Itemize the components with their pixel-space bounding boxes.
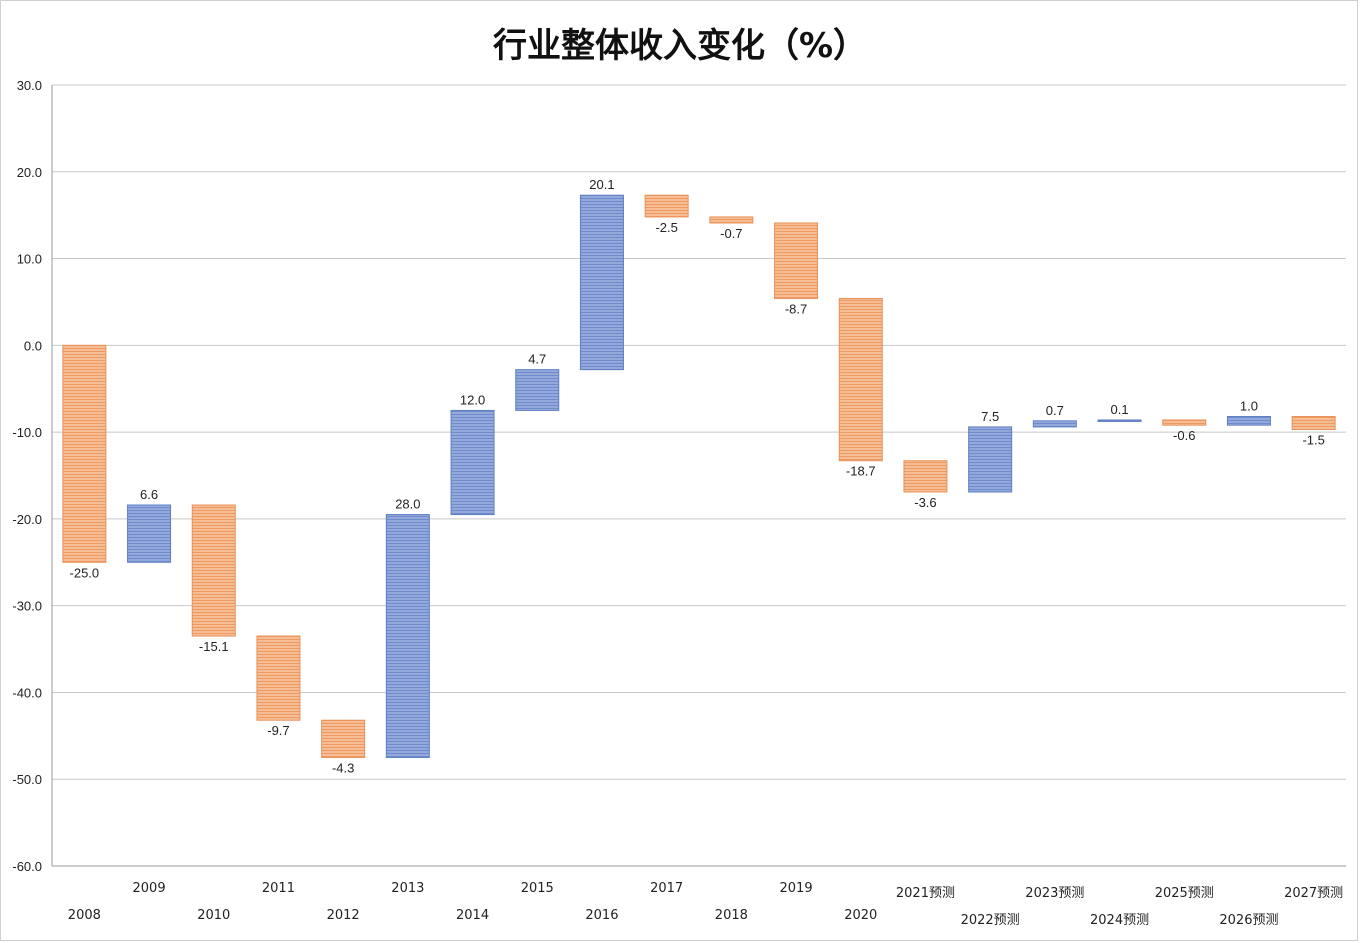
data-label: 4.7 (528, 352, 546, 367)
x-tick-label: 2023预测 (1025, 886, 1084, 901)
data-label: -25.0 (70, 565, 100, 580)
x-tick-label: 2012 (327, 908, 360, 923)
data-label: -15.1 (199, 639, 229, 654)
bar-2023预测 (1032, 420, 1077, 428)
y-tick-label: -30.0 (12, 599, 42, 614)
data-label: -3.6 (914, 495, 936, 510)
x-tick-label: 2010 (197, 908, 230, 923)
x-tick-label: 2019 (780, 881, 813, 896)
y-tick-labels: 30.0 20.0 10.0 0.0 -10.0 -20.0 -30.0 -40.0 -50.0… (12, 78, 42, 874)
bar-2026预测 (1226, 415, 1271, 426)
x-tick-label: 2013 (391, 881, 424, 896)
data-label: 28.0 (395, 497, 420, 512)
data-label: 12.0 (460, 392, 485, 407)
y-tick-label: 30.0 (17, 78, 42, 93)
data-label: -4.3 (332, 761, 354, 776)
grid-lines (52, 84, 1346, 867)
x-tick-label: 2027预测 (1284, 886, 1343, 901)
bar-2018 (709, 216, 754, 224)
y-tick-label: 10.0 (17, 252, 42, 267)
data-label: -0.6 (1173, 428, 1195, 443)
data-label: 6.6 (140, 487, 158, 502)
y-tick-label: -10.0 (12, 425, 42, 440)
data-label: -0.7 (720, 226, 742, 241)
chart-title: 行业整体收入变化（%） (492, 26, 868, 66)
data-label: 7.5 (981, 409, 999, 424)
x-tick-label: 2017 (650, 881, 683, 896)
bar-2024预测 (1097, 419, 1142, 422)
x-tick-label: 2020 (844, 908, 877, 923)
data-label: -2.5 (655, 220, 677, 235)
bar-2012 (321, 719, 366, 759)
bar-2021预测 (903, 460, 948, 493)
data-label: 1.0 (1240, 398, 1258, 413)
bars (62, 194, 1336, 759)
x-tick-label: 2009 (133, 881, 166, 896)
x-tick-label: 2026预测 (1219, 913, 1278, 928)
data-label: 0.1 (1111, 402, 1129, 417)
x-tick-labels: 2008 2009 2010 2011 2012 2013 2014 2015 2016 2017… (68, 881, 1343, 928)
y-tick-label: -40.0 (12, 685, 42, 700)
bar-2009 (127, 504, 172, 563)
bar-2011 (256, 635, 301, 721)
y-tick-label: -20.0 (12, 512, 42, 527)
data-label: -18.7 (846, 464, 876, 479)
y-tick-label: -50.0 (12, 772, 42, 787)
bar-2008 (62, 344, 107, 563)
bar-2025预测 (1162, 419, 1207, 426)
x-tick-label: 2021预测 (896, 886, 955, 901)
x-tick-label: 2024预测 (1090, 913, 1149, 928)
x-tick-label: 2025预测 (1155, 886, 1214, 901)
bar-2015 (515, 369, 560, 411)
bar-2016 (579, 194, 624, 371)
data-label: -9.7 (267, 723, 289, 738)
bar-2019 (774, 222, 819, 299)
bar-2027预测 (1291, 415, 1336, 431)
x-tick-label: 2015 (521, 881, 554, 896)
x-tick-label: 2022预测 (961, 913, 1020, 928)
x-tick-label: 2011 (262, 881, 295, 896)
data-label: 0.7 (1046, 403, 1064, 418)
y-tick-label: 0.0 (24, 338, 42, 353)
y-tick-label: -60.0 (12, 859, 42, 874)
data-label: 20.1 (589, 177, 614, 192)
y-tick-label: 20.0 (17, 165, 42, 180)
data-label: -8.7 (785, 301, 807, 316)
x-tick-label: 2018 (715, 908, 748, 923)
bar-2013 (385, 514, 430, 759)
bar-2017 (644, 194, 689, 218)
data-label: -1.5 (1302, 433, 1324, 448)
bar-2010 (191, 504, 236, 637)
x-tick-label: 2014 (456, 908, 489, 923)
bar-2014 (450, 409, 495, 516)
x-tick-label: 2008 (68, 908, 101, 923)
bar-2020 (838, 297, 883, 462)
axes (51, 85, 1346, 867)
data-labels: -25.0 6.6 -15.1 -9.7 -4.3 28.0 12.0 4.7 20.1 -2.5… (70, 177, 1325, 775)
x-tick-label: 2016 (585, 908, 618, 923)
bar-2022预测 (968, 426, 1013, 493)
